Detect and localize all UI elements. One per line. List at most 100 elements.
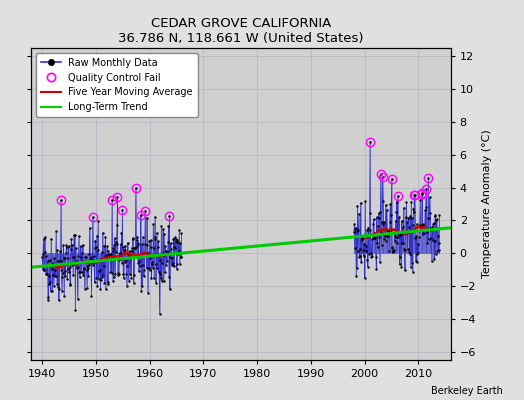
Point xyxy=(425,214,433,221)
Point xyxy=(376,259,384,265)
Point xyxy=(153,265,161,271)
Point xyxy=(353,228,361,234)
Point xyxy=(127,248,136,254)
Point xyxy=(414,241,422,248)
Point xyxy=(382,238,390,244)
Point xyxy=(70,232,78,239)
Point xyxy=(113,194,122,200)
Point xyxy=(60,293,68,299)
Point xyxy=(428,258,436,264)
Point xyxy=(434,246,443,253)
Point xyxy=(355,254,364,260)
Point xyxy=(74,253,83,260)
Point xyxy=(105,251,113,258)
Point xyxy=(109,244,117,251)
Point xyxy=(413,220,421,227)
Point xyxy=(387,176,396,182)
Point xyxy=(79,242,87,248)
Point xyxy=(168,260,177,266)
Point xyxy=(75,233,83,239)
Point xyxy=(384,233,392,240)
Point xyxy=(430,220,438,227)
Point xyxy=(405,249,413,255)
Point xyxy=(171,234,179,241)
Point xyxy=(47,266,56,273)
Point xyxy=(121,259,129,266)
Point xyxy=(363,256,372,263)
Point xyxy=(435,240,443,246)
Point xyxy=(114,270,122,276)
Point xyxy=(404,215,412,222)
Point xyxy=(72,265,81,272)
Point xyxy=(158,249,167,256)
Point xyxy=(381,202,390,208)
Point xyxy=(364,224,373,231)
Point xyxy=(107,269,116,276)
Point xyxy=(392,209,401,215)
Point xyxy=(157,222,166,229)
Point xyxy=(45,272,53,279)
Point xyxy=(98,274,106,280)
Point xyxy=(103,279,112,286)
Point xyxy=(140,273,148,279)
Point xyxy=(152,261,160,268)
Point xyxy=(100,263,108,270)
Point xyxy=(95,256,104,262)
Point xyxy=(417,222,425,228)
Point xyxy=(177,254,185,260)
Point xyxy=(129,279,138,286)
Point xyxy=(84,265,92,271)
Point xyxy=(408,259,416,266)
Point xyxy=(133,237,141,243)
Point xyxy=(169,261,177,268)
Point xyxy=(385,248,394,254)
Point xyxy=(47,236,56,242)
Text: Berkeley Earth: Berkeley Earth xyxy=(431,386,503,396)
Point xyxy=(131,245,139,251)
Point xyxy=(423,229,431,236)
Point xyxy=(89,214,97,220)
Point xyxy=(431,212,440,218)
Point xyxy=(160,251,169,258)
Point xyxy=(40,267,48,274)
Point xyxy=(147,274,156,281)
Point xyxy=(396,232,405,238)
Point xyxy=(427,225,435,232)
Point xyxy=(417,224,425,230)
Point xyxy=(65,269,73,276)
Point xyxy=(350,221,358,227)
Point xyxy=(390,232,399,239)
Point xyxy=(392,234,400,240)
Point xyxy=(134,260,142,266)
Point xyxy=(104,281,112,287)
Point xyxy=(86,255,94,262)
Point xyxy=(100,242,108,249)
Title: CEDAR GROVE CALIFORNIA
36.786 N, 118.661 W (United States): CEDAR GROVE CALIFORNIA 36.786 N, 118.661… xyxy=(118,18,364,46)
Point xyxy=(388,245,396,251)
Point xyxy=(109,278,117,284)
Point xyxy=(418,191,427,198)
Point xyxy=(108,197,116,203)
Point xyxy=(130,245,139,252)
Y-axis label: Temperature Anomaly (°C): Temperature Anomaly (°C) xyxy=(482,130,492,278)
Point xyxy=(127,254,135,260)
Point xyxy=(113,222,121,228)
Point xyxy=(353,264,361,271)
Point xyxy=(158,278,166,284)
Point xyxy=(52,262,61,268)
Point xyxy=(94,218,102,224)
Point xyxy=(82,263,91,270)
Point xyxy=(149,264,157,271)
Point xyxy=(414,250,422,256)
Point xyxy=(408,214,416,221)
Point xyxy=(375,234,384,240)
Point xyxy=(137,288,145,294)
Point xyxy=(173,239,182,246)
Point xyxy=(152,280,160,286)
Point xyxy=(126,252,135,258)
Point xyxy=(370,234,378,241)
Point xyxy=(134,242,142,249)
Point xyxy=(115,250,124,256)
Point xyxy=(351,226,359,232)
Point xyxy=(379,198,387,204)
